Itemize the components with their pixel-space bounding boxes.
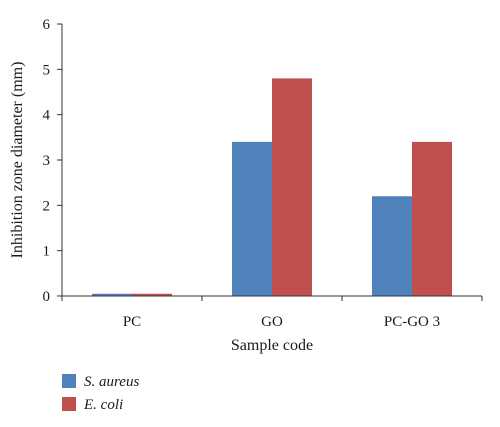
y-axis-ticks: 0 1 2 3 4 5 6 <box>43 17 62 305</box>
bar-s-aureus <box>372 196 412 296</box>
y-tick-label: 3 <box>43 153 51 169</box>
y-tick-label: 0 <box>43 289 51 305</box>
bar-e-coli <box>272 78 312 297</box>
y-tick-label: 6 <box>43 17 51 33</box>
bar-e-coli <box>412 141 452 296</box>
legend-label: E. coli <box>83 397 123 413</box>
legend-label: S. aureus <box>84 374 139 390</box>
x-tick-label: PC <box>123 314 141 330</box>
bar-s-aureus <box>92 293 132 296</box>
y-tick-label: 2 <box>43 198 51 214</box>
x-tick-label: GO <box>261 314 283 330</box>
bar-e-coli <box>132 293 172 296</box>
y-tick-label: 5 <box>43 62 51 78</box>
bars-group <box>92 78 452 297</box>
x-axis-title: Sample code <box>231 337 313 354</box>
legend: S. aureus E. coli <box>62 374 139 413</box>
y-tick-label: 4 <box>43 108 51 124</box>
y-axis-title: Inhibition zone diameter (mm) <box>9 62 26 259</box>
x-tick-label: PC-GO 3 <box>384 314 440 330</box>
y-tick-label: 1 <box>43 244 51 260</box>
x-axis-ticks: PC GO PC-GO 3 <box>61 296 483 330</box>
legend-swatch <box>62 397 76 411</box>
legend-swatch <box>62 374 76 388</box>
bar-s-aureus <box>232 141 272 296</box>
